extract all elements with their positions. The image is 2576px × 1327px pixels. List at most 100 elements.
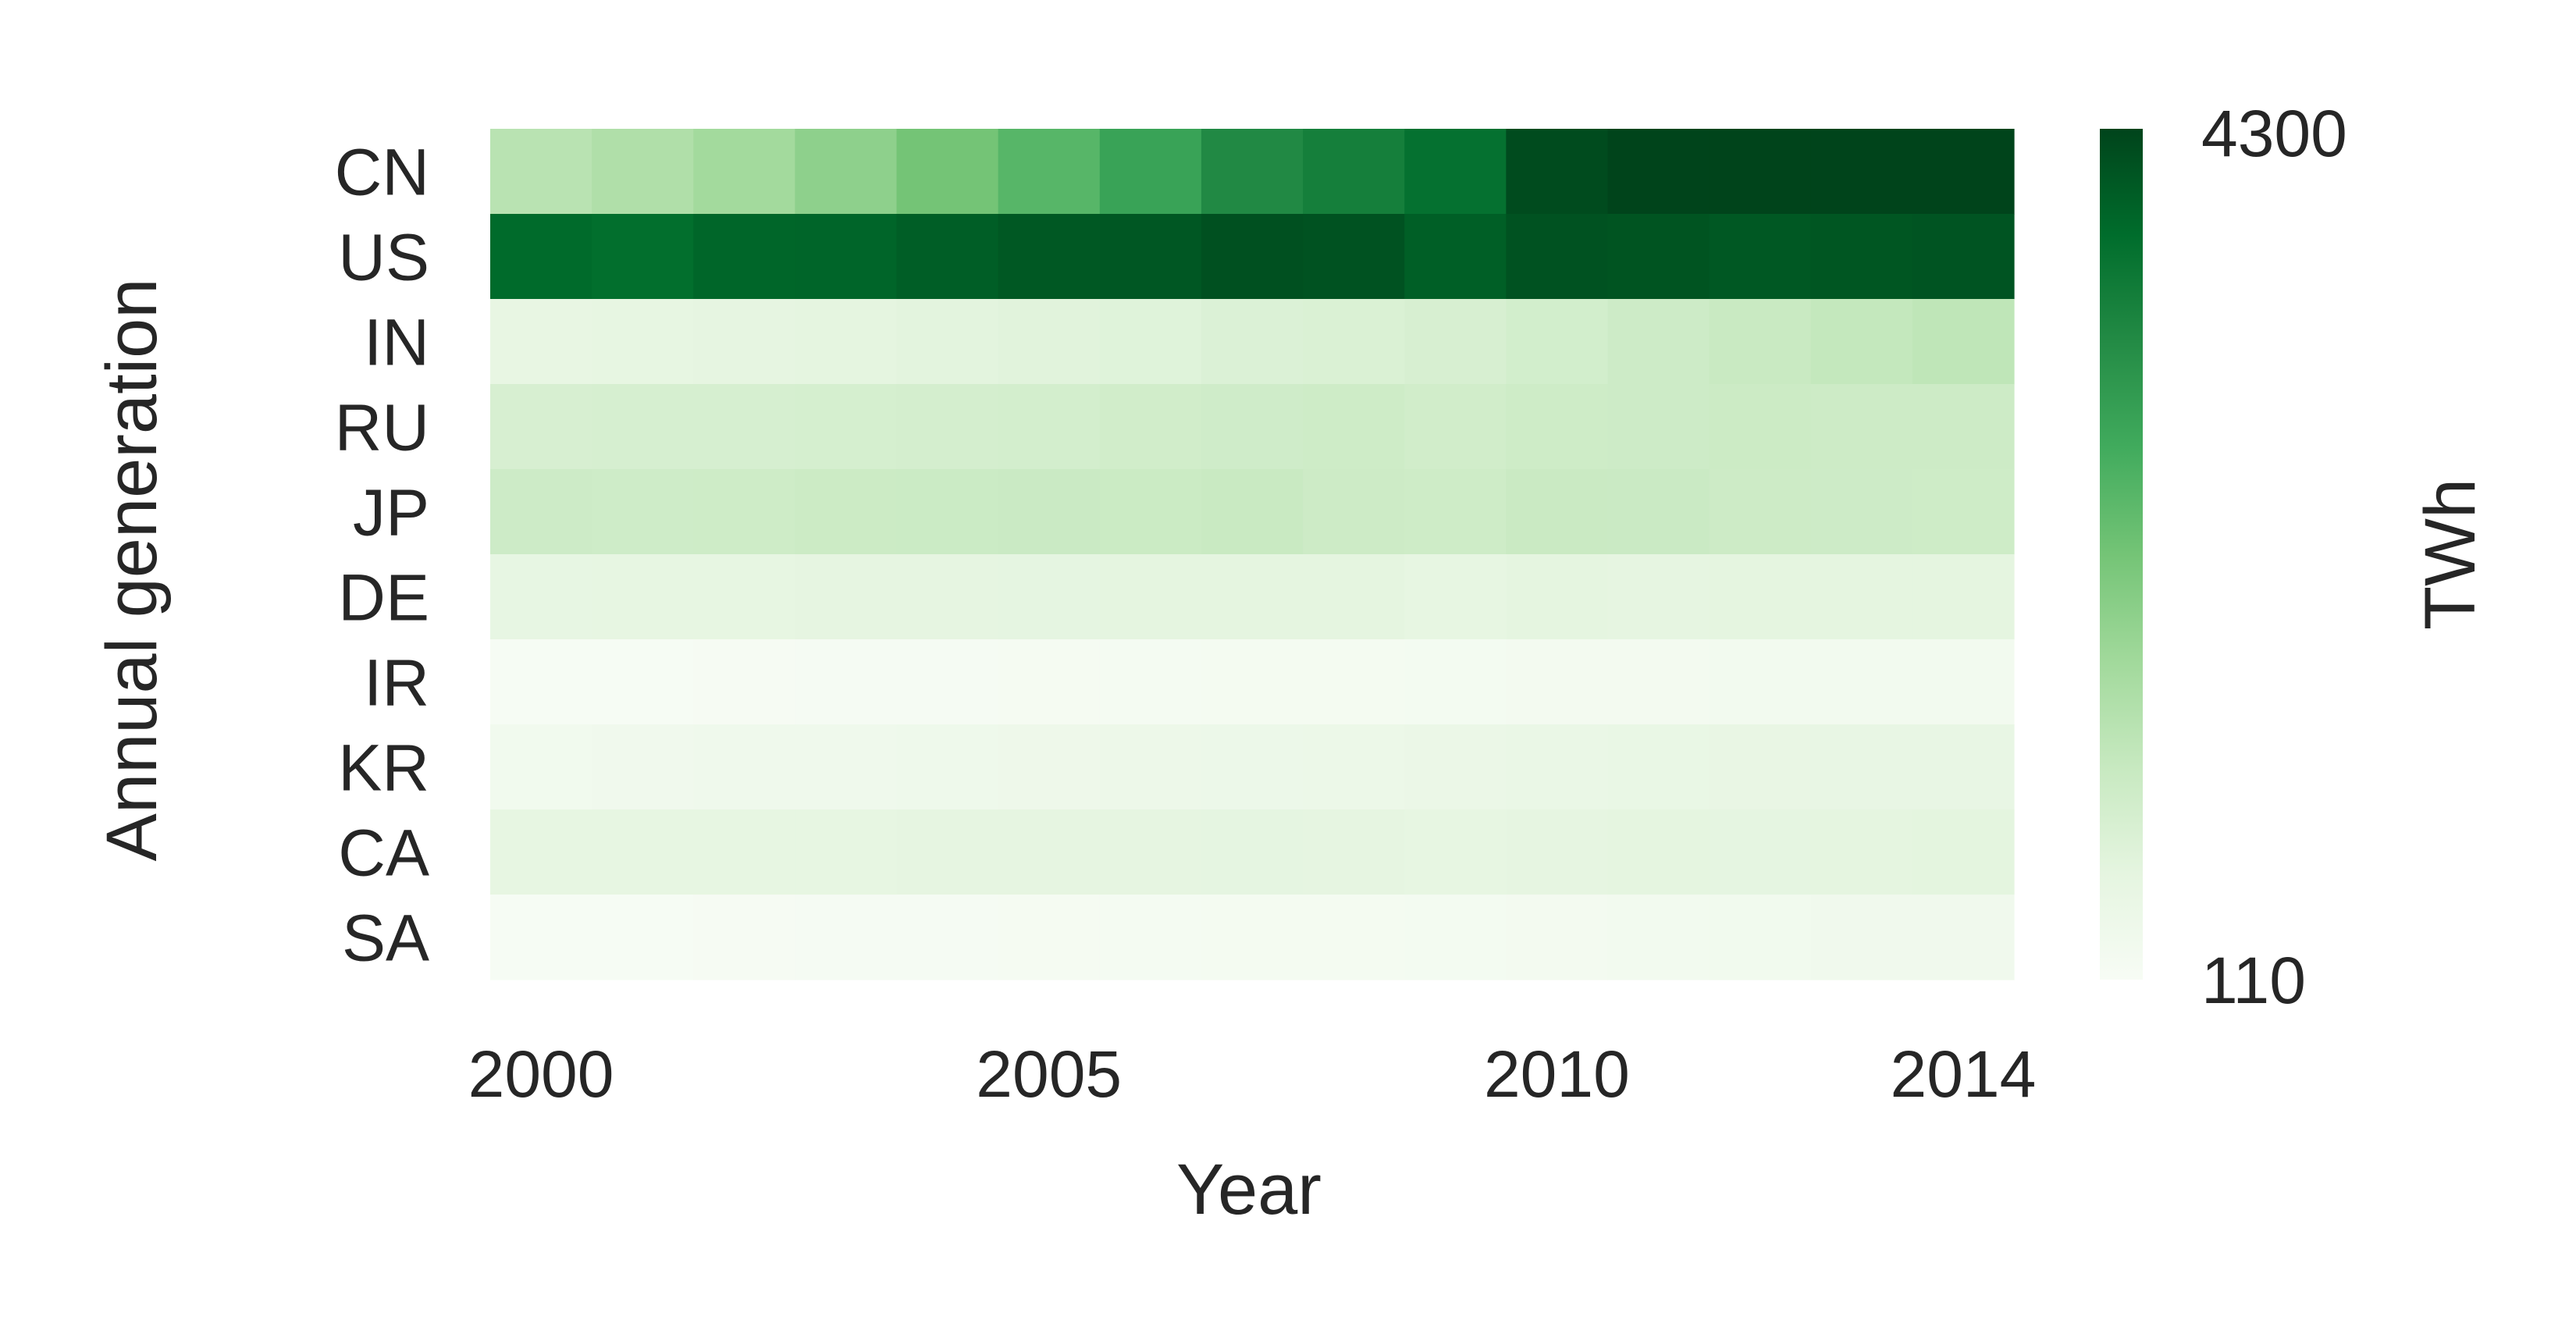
- heatmap-cell-CA-2006: [1099, 809, 1202, 895]
- heatmap-cell-SA-2009: [1404, 895, 1507, 980]
- heatmap-cell-RU-2004: [896, 384, 999, 470]
- heatmap-cell-US-2014: [1912, 214, 2015, 300]
- heatmap-cell-RU-2001: [592, 384, 694, 470]
- y-tick-labels: CN US IN RU JP DE IR KR CA SA: [335, 136, 429, 975]
- heatmap-cell-DE-2010: [1506, 554, 1609, 640]
- heatmap-cell-RU-2011: [1607, 384, 1710, 470]
- heatmap-cell-IN-2008: [1303, 299, 1405, 385]
- heatmap-cell-DE-2013: [1810, 554, 1913, 640]
- heatmap-cell-CN-2000: [490, 129, 592, 215]
- heatmap-cell-CN-2011: [1607, 129, 1710, 215]
- heatmap-cell-RU-2008: [1303, 384, 1405, 470]
- heatmap-cell-CN-2010: [1506, 129, 1609, 215]
- heatmap-cell-KR-2003: [795, 724, 898, 810]
- heatmap-cell-JP-2008: [1303, 469, 1405, 555]
- heatmap-cell-US-2001: [592, 214, 694, 300]
- heatmap-cell-IN-2009: [1404, 299, 1507, 385]
- heatmap-cell-IN-2002: [693, 299, 795, 385]
- heatmap-cell-KR-2004: [896, 724, 999, 810]
- heatmap-cell-CN-2014: [1912, 129, 2015, 215]
- heatmap-cell-US-2010: [1506, 214, 1609, 300]
- heatmap-cell-KR-2002: [693, 724, 795, 810]
- heatmap-cell-IN-2012: [1709, 299, 1812, 385]
- heatmap-cell-JP-2007: [1201, 469, 1304, 555]
- heatmap-cell-US-2012: [1709, 214, 1812, 300]
- heatmap-cell-JP-2010: [1506, 469, 1609, 555]
- heatmap-cell-SA-2000: [490, 895, 592, 980]
- x-tick-label-2014: 2014: [1890, 1037, 2036, 1111]
- heatmap-cell-JP-2014: [1912, 469, 2015, 555]
- heatmap-cell-DE-2003: [795, 554, 898, 640]
- heatmap-cell-CN-2003: [795, 129, 898, 215]
- heatmap-cell-JP-2009: [1404, 469, 1507, 555]
- heatmap-cell-IN-2007: [1201, 299, 1304, 385]
- heatmap-cell-DE-2012: [1709, 554, 1812, 640]
- heatmap-cell-IR-2001: [592, 639, 694, 725]
- heatmap-cell-JP-2006: [1099, 469, 1202, 555]
- heatmap-cell-DE-2000: [490, 554, 592, 640]
- heatmap-cell-IN-2001: [592, 299, 694, 385]
- x-tick-label-2000: 2000: [468, 1037, 614, 1111]
- heatmap-cell-CN-2013: [1810, 129, 1913, 215]
- heatmap-cell-US-2005: [998, 214, 1101, 300]
- heatmap-cell-IN-2014: [1912, 299, 2015, 385]
- heatmap-cell-RU-2006: [1099, 384, 1202, 470]
- heatmap-cell-DE-2002: [693, 554, 795, 640]
- heatmap-cell-IN-2004: [896, 299, 999, 385]
- heatmap-cell-IR-2004: [896, 639, 999, 725]
- heatmap-cell-IN-2005: [998, 299, 1101, 385]
- y-tick-label-CN: CN: [335, 136, 429, 209]
- heatmap-cell-KR-2007: [1201, 724, 1304, 810]
- heatmap-cell-DE-2007: [1201, 554, 1304, 640]
- x-tick-label-2005: 2005: [976, 1037, 1122, 1111]
- heatmap-cell-CA-2011: [1607, 809, 1710, 895]
- heatmap-cell-CN-2006: [1099, 129, 1202, 215]
- heatmap-cell-DE-2009: [1404, 554, 1507, 640]
- heatmap-cell-DE-2006: [1099, 554, 1202, 640]
- heatmap-cell-US-2002: [693, 214, 795, 300]
- heatmap-cell-RU-2009: [1404, 384, 1507, 470]
- y-tick-label-IN: IN: [364, 306, 429, 379]
- heatmap-cell-SA-2004: [896, 895, 999, 980]
- heatmap-cell-US-2011: [1607, 214, 1710, 300]
- heatmap-cell-DE-2008: [1303, 554, 1405, 640]
- x-tick-label-2010: 2010: [1484, 1037, 1630, 1111]
- heatmap-cell-IR-2008: [1303, 639, 1405, 725]
- heatmap-cell-KR-2009: [1404, 724, 1507, 810]
- heatmap-cell-CA-2012: [1709, 809, 1812, 895]
- heatmap-cell-JP-2002: [693, 469, 795, 555]
- heatmap-cell-KR-2013: [1810, 724, 1913, 810]
- heatmap-cell-SA-2012: [1709, 895, 1812, 980]
- heatmap-cell-IN-2011: [1607, 299, 1710, 385]
- heatmap-cell-JP-2013: [1810, 469, 1913, 555]
- heatmap-cell-US-2006: [1099, 214, 1202, 300]
- heatmap-cell-SA-2013: [1810, 895, 1913, 980]
- colorbar-max-label: 4300: [2201, 97, 2347, 170]
- heatmap-cell-IR-2011: [1607, 639, 1710, 725]
- heatmap-cell-CA-2002: [693, 809, 795, 895]
- colorbar-min-label: 110: [2201, 944, 2306, 1017]
- heatmap-cell-RU-2000: [490, 384, 592, 470]
- heatmap-cell-JP-2004: [896, 469, 999, 555]
- heatmap-cell-JP-2012: [1709, 469, 1812, 555]
- heatmap-cell-KR-2011: [1607, 724, 1710, 810]
- heatmap-cell-KR-2001: [592, 724, 694, 810]
- heatmap-cell-RU-2013: [1810, 384, 1913, 470]
- heatmap-cell-IR-2000: [490, 639, 592, 725]
- heatmap-cell-IN-2010: [1506, 299, 1609, 385]
- heatmap-cell-JP-2000: [490, 469, 592, 555]
- y-tick-label-SA: SA: [342, 902, 429, 975]
- heatmap-cell-IR-2006: [1099, 639, 1202, 725]
- heatmap-cell-SA-2014: [1912, 895, 2015, 980]
- heatmap-cell-IR-2013: [1810, 639, 1913, 725]
- heatmap-cell-IR-2012: [1709, 639, 1812, 725]
- heatmap-cell-SA-2003: [795, 895, 898, 980]
- heatmap-cell-JP-2001: [592, 469, 694, 555]
- heatmap-cell-CA-2010: [1506, 809, 1609, 895]
- heatmap-cell-RU-2003: [795, 384, 898, 470]
- heatmap-cell-IN-2003: [795, 299, 898, 385]
- heatmap-cell-SA-2007: [1201, 895, 1304, 980]
- heatmap-cell-RU-2002: [693, 384, 795, 470]
- heatmap-cell-RU-2014: [1912, 384, 2015, 470]
- heatmap-cell-SA-2001: [592, 895, 694, 980]
